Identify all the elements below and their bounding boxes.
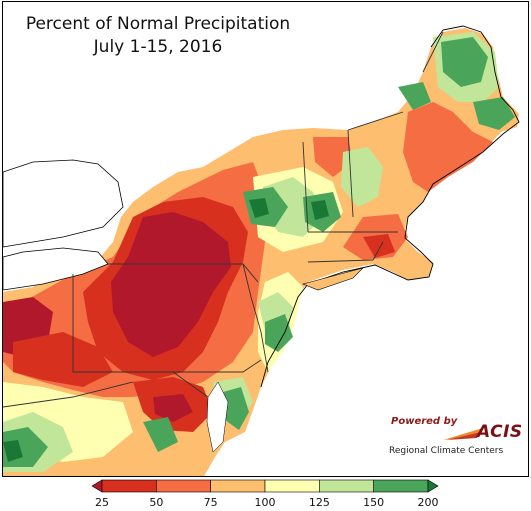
long-island <box>302 267 365 291</box>
precipitation-map <box>3 25 528 476</box>
powered-by-text: Powered by <box>391 416 458 427</box>
zone-wet-nj <box>265 314 293 352</box>
legend-tick-label: 25 <box>95 496 109 509</box>
legend-tick-label: 75 <box>203 496 218 509</box>
legend-swatch <box>319 479 374 493</box>
legend-arrow-high <box>427 479 439 493</box>
legend-swatch <box>210 479 266 493</box>
legend-swatch <box>373 479 429 493</box>
zone-wet-maine <box>441 37 488 87</box>
acis-logo: Powered by ACIS Regional Climate Centers <box>383 412 523 462</box>
legend-tick-label: 150 <box>363 496 385 509</box>
legend-tick-label: 125 <box>308 496 330 509</box>
zone-wet-ny <box>398 82 431 110</box>
legend-swatch <box>264 479 320 493</box>
zone-dry-sw-pa <box>13 332 113 387</box>
map-date-range: July 1-15, 2016 <box>93 37 223 57</box>
zone-very-wet-adk <box>249 198 269 218</box>
zone-very-dry-md <box>153 394 193 422</box>
zone-very-dry-finger-lakes <box>111 212 231 357</box>
legend-swatch <box>101 479 157 493</box>
zone-wet-maine-coast <box>473 97 515 130</box>
chesapeake-bay <box>206 381 229 453</box>
map-frame: Percent of Normal Precipitation July 1-1… <box>2 1 529 477</box>
regional-climate-centers-text: Regional Climate Centers <box>389 446 504 456</box>
state-boundaries <box>3 31 444 408</box>
legend-arrow-low <box>91 479 103 493</box>
zone-wet-delmarva <box>223 387 249 430</box>
map-title: Percent of Normal Precipitation <box>25 14 291 34</box>
acis-name: ACIS <box>477 422 523 442</box>
zone-dry-ri <box>363 234 395 258</box>
legend-swatch <box>156 479 211 493</box>
acis-swoosh-icon <box>443 428 483 440</box>
zone-very-wet-sw <box>3 440 23 462</box>
legend-tick-label: 100 <box>254 496 276 509</box>
atlantic-ocean <box>293 154 528 476</box>
zone-wet-wv <box>143 417 178 452</box>
zone-moderately-dry-maine <box>403 102 493 192</box>
zone-very-wet-vt <box>311 200 329 220</box>
lake-ontario <box>3 159 124 248</box>
legend-colorbar <box>91 479 439 493</box>
legend-tick-label: 50 <box>149 496 164 509</box>
legend-tick-label: 200 <box>417 496 439 509</box>
color-legend: 25 50 75 100 125 150 200 <box>90 478 440 510</box>
